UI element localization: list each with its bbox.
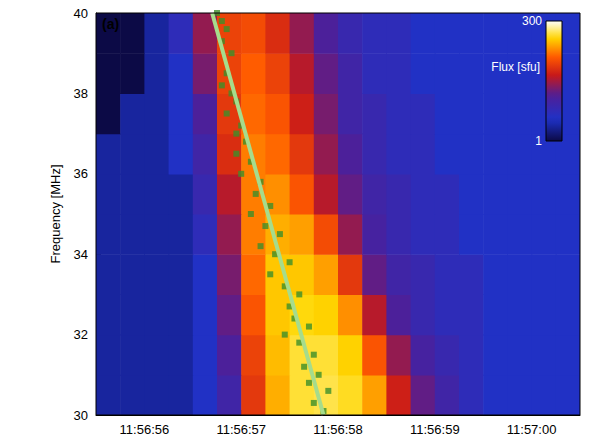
svg-text:11:56:59: 11:56:59 bbox=[410, 422, 460, 437]
svg-text:(a): (a) bbox=[102, 16, 119, 32]
svg-text:38: 38 bbox=[74, 86, 88, 101]
svg-text:36: 36 bbox=[74, 166, 88, 181]
svg-text:11:56:58: 11:56:58 bbox=[313, 422, 363, 437]
svg-text:300: 300 bbox=[522, 14, 542, 28]
svg-text:Frequency [MHz]: Frequency [MHz] bbox=[48, 165, 63, 264]
svg-text:30: 30 bbox=[74, 408, 88, 423]
svg-text:11:57:00: 11:57:00 bbox=[507, 422, 557, 437]
svg-text:40: 40 bbox=[74, 6, 88, 21]
svg-text:34: 34 bbox=[74, 247, 88, 262]
svg-text:11:56:57: 11:56:57 bbox=[216, 422, 266, 437]
svg-text:Flux [sfu]: Flux [sfu] bbox=[491, 60, 540, 74]
svg-text:1: 1 bbox=[535, 134, 542, 148]
svg-text:32: 32 bbox=[74, 327, 88, 342]
svg-text:11:56:56: 11:56:56 bbox=[120, 422, 170, 437]
